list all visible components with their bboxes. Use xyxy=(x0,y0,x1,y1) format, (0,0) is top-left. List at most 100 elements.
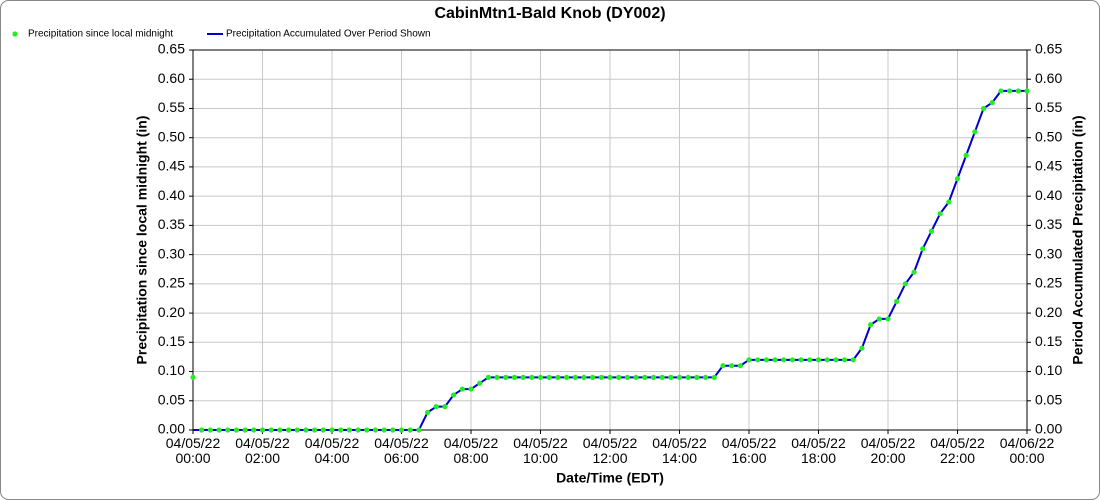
data-point xyxy=(503,374,509,380)
data-point xyxy=(537,374,544,380)
data-point xyxy=(477,380,483,386)
data-point xyxy=(763,357,769,363)
data-point xyxy=(346,427,352,433)
data-point xyxy=(338,427,344,433)
legend-item: Precipitation since local midnight xyxy=(12,29,173,40)
y2-tick-label: 0.30 xyxy=(1035,245,1062,261)
x-tick-label: 04/05/22 10:00 xyxy=(513,435,568,466)
data-point xyxy=(781,357,787,363)
y2-tick-label: 0.60 xyxy=(1035,70,1062,86)
legend-label: Precipitation since local midnight xyxy=(28,29,173,40)
data-point xyxy=(451,392,457,398)
x-tick-label: 04/05/22 00:00 xyxy=(166,435,221,466)
data-point xyxy=(841,357,848,363)
y2-tick-label: 0.10 xyxy=(1035,362,1062,378)
data-point xyxy=(998,88,1004,94)
data-point xyxy=(312,427,318,433)
data-point xyxy=(233,427,240,433)
data-point xyxy=(581,374,587,380)
data-point xyxy=(720,363,726,369)
y2-axis-label: Period Accumulated Precipitation (in) xyxy=(1070,115,1086,364)
data-point xyxy=(546,374,552,380)
data-point xyxy=(946,199,952,205)
data-point xyxy=(798,357,804,363)
data-point xyxy=(650,374,657,380)
data-point xyxy=(668,374,674,380)
data-point xyxy=(824,357,830,363)
y2-tick-label: 0.15 xyxy=(1035,333,1062,349)
x-tick-label: 04/05/22 08:00 xyxy=(444,435,499,466)
data-point xyxy=(607,374,613,380)
chart-title: CabinMtn1-Bald Knob (DY002) xyxy=(434,5,665,22)
x-tick-label: 04/05/22 16:00 xyxy=(722,435,777,466)
data-point xyxy=(894,298,900,304)
y-tick-label: 0.50 xyxy=(158,128,185,144)
x-tick-label: 04/05/22 02:00 xyxy=(235,435,290,466)
y2-tick-label: 0.05 xyxy=(1035,391,1062,407)
data-point xyxy=(381,427,387,433)
data-point xyxy=(807,357,813,363)
data-point xyxy=(390,427,396,433)
data-point xyxy=(702,374,709,380)
y-tick-label: 0.25 xyxy=(158,275,185,291)
data-point xyxy=(199,427,205,433)
x-tick-label: 04/05/22 04:00 xyxy=(305,435,360,466)
y2-tick-label: 0.00 xyxy=(1035,421,1062,437)
data-point xyxy=(433,404,439,410)
y-tick-label: 0.45 xyxy=(158,158,185,174)
data-point xyxy=(259,427,266,433)
data-point xyxy=(729,363,735,369)
data-point xyxy=(442,404,448,410)
data-point xyxy=(590,374,596,380)
data-point xyxy=(624,374,630,380)
x-tick-label: 04/05/22 12:00 xyxy=(583,435,638,466)
data-point xyxy=(937,211,943,217)
data-point xyxy=(711,374,717,380)
data-point xyxy=(772,357,778,363)
y-tick-label: 0.55 xyxy=(158,99,185,115)
data-point xyxy=(685,374,691,380)
plot-border xyxy=(192,49,1028,431)
data-point xyxy=(972,129,978,135)
data-point xyxy=(815,357,822,363)
data-point xyxy=(694,374,700,380)
data-point xyxy=(737,363,743,369)
data-point xyxy=(277,427,283,433)
data-point xyxy=(225,427,231,433)
x-axis-label: Date/Time (EDT) xyxy=(556,470,664,486)
y2-tick-label: 0.65 xyxy=(1035,41,1062,57)
x-tick-label: 04/05/22 22:00 xyxy=(930,435,985,466)
data-point xyxy=(207,427,213,433)
data-point xyxy=(520,374,526,380)
data-point xyxy=(242,427,248,433)
y-tick-label: 0.60 xyxy=(158,70,185,86)
data-point xyxy=(329,427,335,433)
data-point xyxy=(1024,88,1030,94)
data-point xyxy=(251,427,257,433)
data-point xyxy=(555,374,561,380)
data-point xyxy=(911,269,917,275)
y2-tick-label: 0.35 xyxy=(1035,216,1062,232)
data-point xyxy=(459,386,465,392)
data-point xyxy=(485,374,491,380)
y2-tick-label: 0.45 xyxy=(1035,158,1062,174)
data-point xyxy=(598,374,604,380)
x-tick-label: 04/06/22 00:00 xyxy=(1000,435,1055,466)
data-point xyxy=(963,152,969,158)
data-point xyxy=(920,246,926,252)
y2-tick-label: 0.25 xyxy=(1035,275,1062,291)
data-point xyxy=(746,357,752,363)
y-axis-label: Precipitation since local midnight (in) xyxy=(134,116,150,365)
data-point xyxy=(633,374,639,380)
data-point xyxy=(676,374,683,380)
y2-tick-label: 0.20 xyxy=(1035,304,1062,320)
data-point xyxy=(416,427,422,433)
x-tick-label: 04/05/22 18:00 xyxy=(791,435,846,466)
y-tick-label: 0.15 xyxy=(158,333,185,349)
x-tick-label: 04/05/22 14:00 xyxy=(652,435,707,466)
y-tick-label: 0.40 xyxy=(158,187,185,203)
y-tick-label: 0.20 xyxy=(158,304,185,320)
x-tick-label: 04/05/22 20:00 xyxy=(861,435,916,466)
data-point xyxy=(529,374,535,380)
data-point xyxy=(885,316,891,322)
